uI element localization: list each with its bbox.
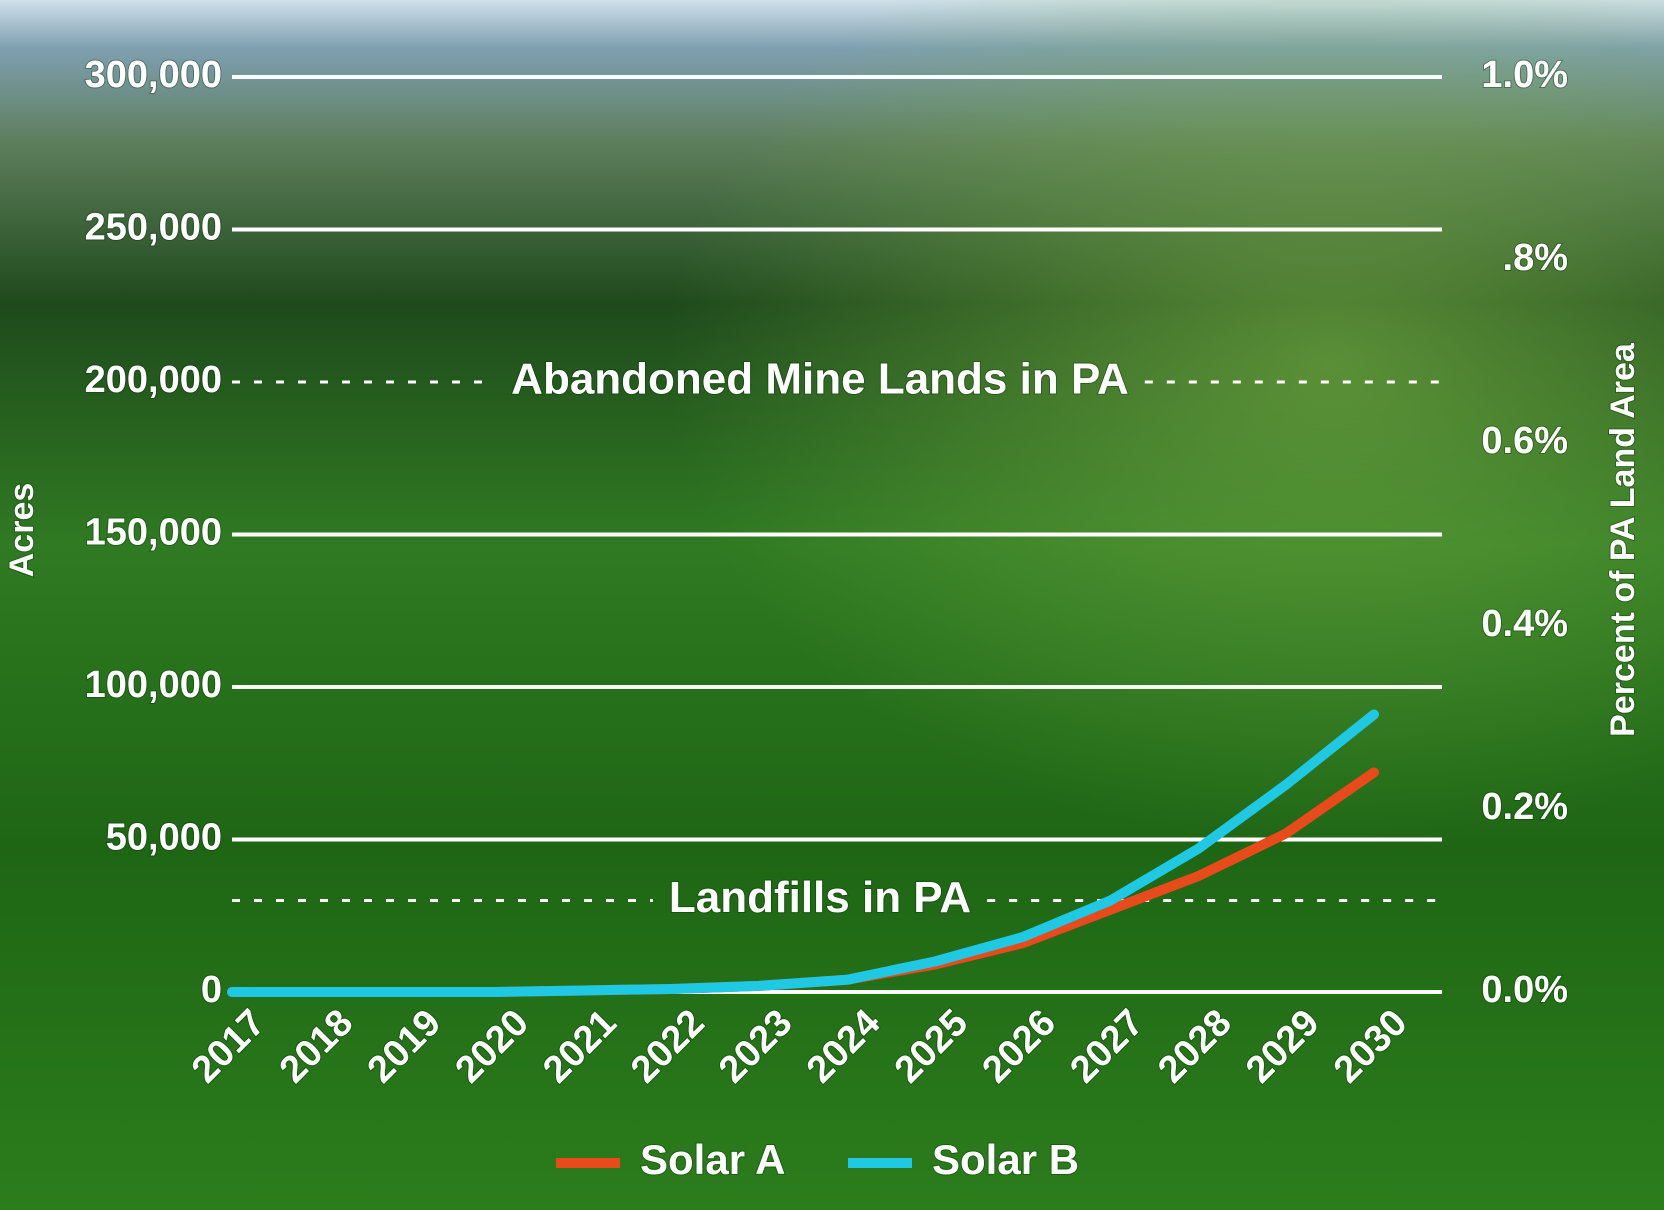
- y-tick-label: 250,000: [85, 207, 222, 249]
- y2-tick-label: .8%: [1503, 237, 1568, 279]
- y-tick-label: 100,000: [85, 664, 222, 706]
- reference-label: Abandoned Mine Lands in PA: [511, 355, 1129, 404]
- y2-tick-label: 1.0%: [1481, 54, 1568, 96]
- y2-axis-title: Percent of PA Land Area: [1604, 342, 1642, 737]
- y-tick-label: 200,000: [85, 359, 222, 401]
- y-tick-label: 50,000: [106, 817, 222, 859]
- legend-label: Solar B: [932, 1136, 1079, 1183]
- y-tick-label: 150,000: [85, 512, 222, 554]
- y-tick-label: 0: [201, 969, 222, 1011]
- y-tick-label: 300,000: [85, 54, 222, 96]
- y2-tick-label: 0.4%: [1481, 603, 1568, 645]
- legend-label: Solar A: [640, 1136, 785, 1183]
- y-axis-title: Acres: [3, 483, 41, 578]
- y2-tick-label: 0.2%: [1481, 786, 1568, 828]
- y2-tick-label: 0.6%: [1481, 420, 1568, 462]
- y2-tick-label: 0.0%: [1481, 969, 1568, 1011]
- series-line: [227, 709, 1379, 997]
- reference-label: Landfills in PA: [669, 873, 971, 922]
